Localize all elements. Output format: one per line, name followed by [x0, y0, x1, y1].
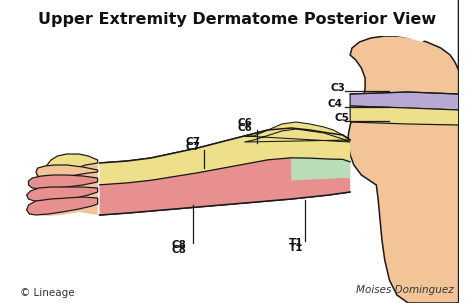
Polygon shape [28, 175, 98, 189]
Text: © Lineage: © Lineage [20, 288, 75, 298]
Polygon shape [350, 92, 459, 110]
Polygon shape [348, 0, 459, 303]
Text: C4: C4 [328, 99, 343, 109]
Text: C5: C5 [334, 113, 349, 123]
Text: C8: C8 [172, 240, 186, 250]
Text: T1: T1 [289, 238, 303, 248]
Text: C7: C7 [185, 137, 201, 147]
Text: C8: C8 [172, 245, 186, 255]
Polygon shape [36, 162, 98, 216]
Polygon shape [27, 187, 98, 201]
Polygon shape [27, 197, 98, 215]
Text: C3: C3 [330, 83, 346, 93]
Polygon shape [47, 154, 98, 173]
Polygon shape [291, 158, 350, 181]
Text: C7: C7 [185, 142, 201, 152]
Polygon shape [375, 28, 427, 42]
Text: T1: T1 [289, 243, 303, 253]
Polygon shape [100, 128, 350, 215]
Polygon shape [100, 128, 350, 185]
Polygon shape [350, 106, 459, 125]
Text: Upper Extremity Dermatome Posterior View: Upper Extremity Dermatome Posterior View [38, 12, 436, 27]
Text: C6: C6 [238, 118, 253, 128]
Polygon shape [100, 158, 350, 215]
Text: Moises Dominguez: Moises Dominguez [356, 285, 454, 295]
Text: C6: C6 [238, 123, 253, 133]
Polygon shape [36, 165, 98, 178]
Polygon shape [245, 122, 350, 142]
